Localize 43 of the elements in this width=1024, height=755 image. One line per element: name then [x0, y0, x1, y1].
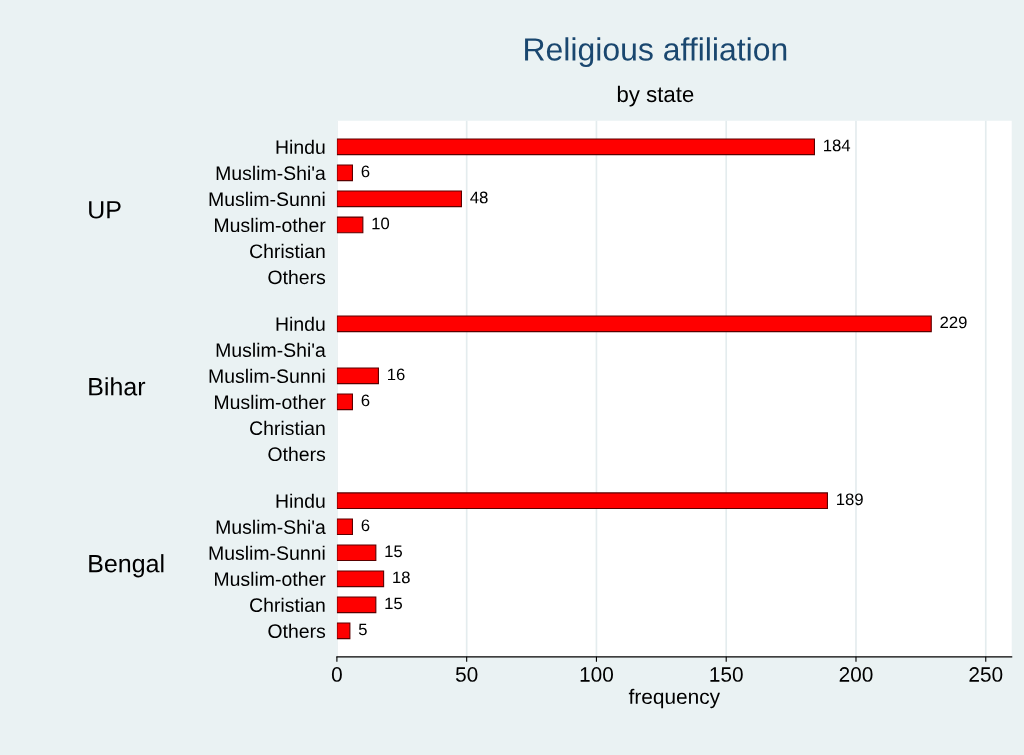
data-label: 229 [940, 316, 967, 329]
y-tick-label: Others [268, 623, 326, 639]
y-tick-label: Muslim-Shi'a [216, 519, 326, 534]
data-label: 6 [361, 394, 370, 407]
data-label: 18 [393, 571, 410, 584]
x-tick-label: 50 [455, 667, 478, 682]
data-label: 6 [361, 519, 370, 532]
y-tick-label: Hindu [276, 139, 325, 155]
x-tick-label: 200 [839, 667, 873, 682]
y-tick-label: Muslim-other [215, 394, 326, 410]
y-tick-label: Muslim-Shi'a [216, 165, 326, 181]
y-tick-label: Muslim-other [215, 217, 326, 233]
y-tick-label: Others [268, 269, 326, 285]
y-tick-label: Hindu [276, 316, 325, 332]
y-tick-label: Muslim-Sunni [209, 545, 325, 560]
y-tick-label: Christian [250, 243, 325, 259]
y-tick-label: Muslim-Shi'a [216, 342, 326, 358]
y-tick-label: Others [268, 446, 326, 462]
x-axis-title: frequency [628, 688, 721, 709]
data-label: 15 [385, 597, 402, 610]
x-tick-label: 100 [580, 667, 614, 682]
text: Bengal [89, 554, 164, 578]
data-label: 6 [361, 165, 370, 178]
data-label: 48 [470, 191, 488, 204]
text: UP [89, 201, 121, 219]
data-label: 16 [388, 368, 405, 381]
data-label: 10 [372, 217, 390, 230]
x-tick-label: 150 [710, 667, 743, 682]
x-tick-label: 0 [331, 667, 342, 682]
y-tick-label: Christian [250, 420, 325, 436]
data-label: 5 [358, 623, 367, 636]
x-tick-label: 250 [969, 667, 1003, 682]
y-tick-label: Hindu [276, 493, 325, 508]
data-label: 184 [824, 139, 851, 152]
data-label: 189 [837, 493, 863, 506]
y-tick-label: Muslim-other [215, 571, 326, 587]
data-label: 15 [385, 545, 402, 558]
y-tick-label: Christian [250, 597, 325, 613]
chart-subtitle: by state [617, 85, 694, 107]
y-tick-label: Muslim-Sunni [209, 368, 325, 384]
y-tick-label: Muslim-Sunni [209, 191, 325, 207]
chart-title: Religious affiliation [525, 37, 787, 68]
text: Bihar [89, 377, 146, 396]
